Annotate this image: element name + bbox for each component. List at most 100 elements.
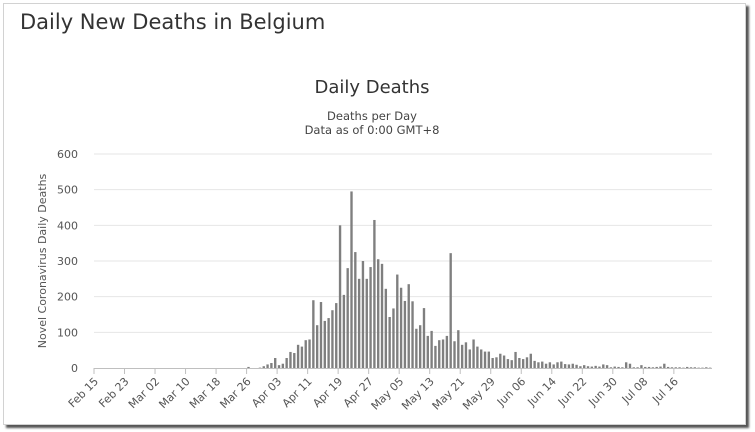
- bar: [418, 325, 422, 368]
- bar: [296, 344, 300, 368]
- y-tick-label: 500: [57, 184, 78, 197]
- bar: [369, 267, 372, 368]
- x-tick-label: Mar 10: [156, 375, 192, 411]
- bar: [689, 367, 693, 368]
- bar: [315, 325, 319, 368]
- x-tick-label: Mar 18: [187, 375, 223, 411]
- bar: [476, 346, 479, 368]
- bar: [628, 363, 632, 368]
- y-tick-label: 100: [57, 326, 78, 339]
- x-tick-label: May 21: [430, 375, 468, 413]
- bar: [499, 353, 502, 368]
- chart-subtitle-line-2: Data as of 0:00 GMT+8: [305, 123, 440, 137]
- bar: [335, 303, 338, 368]
- bar: [693, 367, 697, 368]
- bar: [472, 339, 475, 368]
- bar: [617, 366, 620, 368]
- x-tick-label: Jun 30: [586, 375, 620, 409]
- bar: [647, 366, 651, 368]
- x-tick-label: Feb 23: [96, 375, 131, 410]
- bar: [579, 366, 582, 368]
- bar: [518, 358, 521, 368]
- bar: [464, 342, 468, 368]
- bar: [430, 330, 433, 368]
- bar: [480, 349, 483, 368]
- bar: [300, 346, 304, 368]
- bar: [659, 366, 662, 368]
- bar: [312, 300, 315, 368]
- bar: [392, 308, 395, 368]
- bar: [388, 317, 391, 368]
- bar: [449, 253, 452, 368]
- bar: [598, 366, 601, 368]
- y-axis-ticks: 0 100 200 300 400 500 600: [57, 148, 78, 375]
- bar: [281, 363, 285, 368]
- bar: [346, 268, 349, 368]
- bar: [338, 225, 342, 368]
- bar: [624, 362, 628, 368]
- bar: [403, 300, 407, 368]
- bar: [361, 261, 365, 368]
- chart-subtitle-line-1: Deaths per Day: [327, 109, 417, 123]
- y-axis-label: Novel Coronavirus Daily Deaths: [36, 173, 49, 348]
- bar: [666, 366, 670, 368]
- bar: [468, 349, 471, 368]
- bar: [285, 358, 288, 368]
- bar: [460, 344, 464, 368]
- bar: [506, 359, 510, 368]
- chart-title: Daily Deaths: [314, 77, 429, 98]
- bar: [560, 361, 563, 368]
- bar: [365, 278, 368, 368]
- bar: [705, 367, 708, 368]
- page-title: Daily New Deaths in Belgium: [20, 10, 326, 34]
- bar: [438, 340, 441, 368]
- bar: [571, 363, 574, 368]
- grid-lines: [94, 153, 712, 333]
- bar: [426, 335, 429, 368]
- bar: [293, 353, 296, 368]
- bar: [266, 364, 269, 368]
- x-tick-label: Feb 15: [66, 375, 101, 410]
- bar: [632, 367, 635, 368]
- bar: [514, 351, 517, 368]
- bar: [613, 366, 616, 368]
- bar: [548, 362, 552, 368]
- bar: [686, 366, 689, 368]
- bar: [377, 259, 380, 368]
- bar: [533, 360, 536, 368]
- bar: [602, 364, 605, 368]
- bar: [327, 318, 330, 368]
- bar: [544, 363, 548, 368]
- bar: [674, 367, 677, 368]
- bar: [541, 361, 544, 368]
- bar: [640, 365, 643, 368]
- bar: [594, 365, 597, 368]
- bar: [621, 367, 624, 368]
- bar: [350, 191, 353, 368]
- x-tick-label: Apr 03: [249, 375, 284, 410]
- bar: [605, 365, 609, 368]
- bars: [247, 191, 712, 368]
- bar: [373, 219, 376, 368]
- bar: [644, 366, 647, 368]
- bar: [434, 345, 437, 368]
- bar: [590, 366, 594, 368]
- bar: [270, 363, 273, 368]
- bar: [537, 362, 540, 368]
- x-tick-label: Jun 06: [494, 375, 528, 409]
- bar: [342, 294, 346, 368]
- bar: [563, 364, 567, 368]
- bar: [323, 320, 326, 368]
- bar: [655, 366, 658, 368]
- bar: [491, 358, 494, 368]
- x-tick-label: May 29: [460, 375, 498, 413]
- bar: [457, 330, 460, 368]
- bar: [483, 351, 487, 368]
- y-tick-label: 200: [57, 291, 78, 304]
- bar: [487, 351, 491, 368]
- bar: [495, 357, 498, 368]
- bar: [411, 301, 414, 368]
- bar: [529, 353, 532, 368]
- bar: [274, 358, 277, 368]
